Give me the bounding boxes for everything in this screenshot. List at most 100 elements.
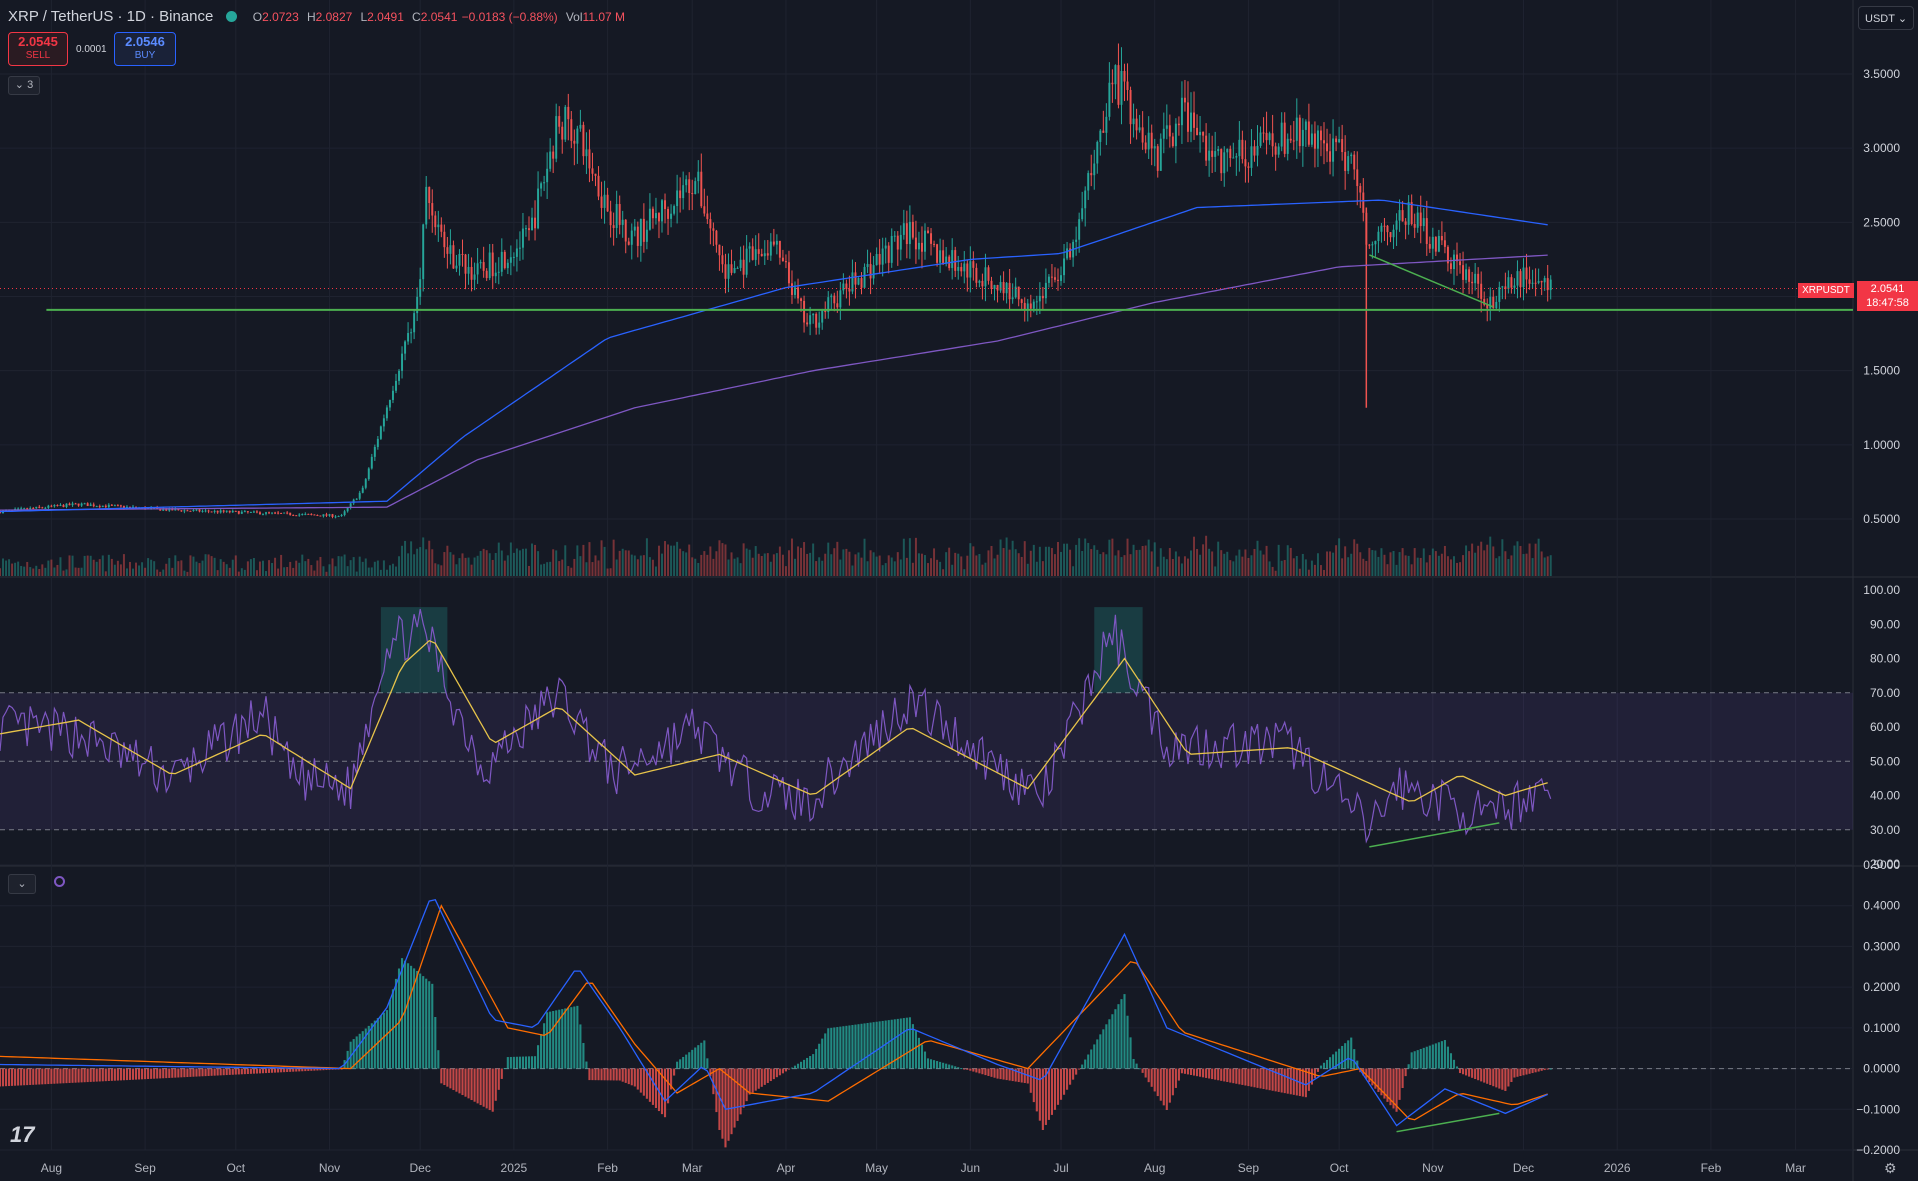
candle	[763, 253, 766, 257]
candle	[89, 504, 92, 507]
macd-histogram-bar	[17, 1068, 20, 1086]
candle	[642, 218, 645, 242]
macd-histogram-bar	[1371, 1068, 1374, 1086]
macd-histogram-bar	[446, 1068, 449, 1087]
volume-bar	[101, 555, 104, 576]
volume-bar	[174, 555, 177, 576]
candle	[1510, 277, 1513, 288]
volume-bar	[1422, 548, 1425, 576]
buy-button[interactable]: 2.0546 BUY	[114, 32, 176, 66]
volume-bar	[645, 538, 648, 576]
candle	[29, 508, 32, 510]
macd-histogram-bar	[570, 1007, 573, 1069]
macd-collapse-button[interactable]: ⌄	[8, 874, 36, 894]
macd-histogram-bar	[1474, 1068, 1477, 1080]
candle	[1392, 229, 1395, 238]
volume-bar	[243, 569, 246, 576]
candle	[277, 512, 280, 514]
volume-bar	[1075, 544, 1078, 576]
volume-bar	[479, 551, 482, 576]
volume-bar	[1374, 550, 1377, 576]
macd-histogram-bar	[1047, 1068, 1050, 1120]
candle	[1350, 154, 1353, 157]
price-axis[interactable]: 3.50003.00002.50002.00001.50001.00000.50…	[1856, 67, 1900, 1157]
volume-bar	[927, 563, 929, 576]
volume-bar	[404, 540, 407, 576]
macd-histogram-bar	[615, 1068, 618, 1081]
volume-bar	[1298, 568, 1301, 576]
price-panel[interactable]	[0, 43, 1853, 576]
candle	[1338, 139, 1341, 143]
macd-histogram-bar	[1347, 1040, 1350, 1069]
macd-histogram-bar	[1295, 1068, 1298, 1096]
candle	[1217, 149, 1220, 152]
candle	[1341, 139, 1344, 153]
bar-countdown: 18:47:58	[1866, 297, 1909, 309]
rsi-panel[interactable]	[0, 607, 1853, 848]
time-axis[interactable]: Aug Sep Oct Nov Dec 2025 Feb Mar Apr May Jun Jul Aug…	[41, 1161, 1806, 1175]
volume-bar	[978, 553, 981, 576]
volume-bar	[1053, 554, 1056, 576]
macd-panel[interactable]	[0, 899, 1853, 1148]
sell-button[interactable]: 2.0545 SELL	[8, 32, 68, 66]
rsi-tick-label: 20.00	[1870, 857, 1900, 871]
gear-icon[interactable]: ⚙	[1884, 1160, 1897, 1176]
ma-slow-line	[0, 254, 1548, 511]
candle	[1280, 122, 1283, 147]
volume-bar	[1011, 540, 1014, 576]
volume-bar	[1226, 551, 1229, 576]
symbol-title[interactable]: XRP / TetherUS · 1D · Binance	[8, 8, 214, 25]
indicators-collapse-button[interactable]: ⌄ 3	[8, 76, 40, 95]
price-tick-label: 3.0000	[1863, 141, 1900, 155]
candle	[905, 223, 908, 245]
macd-histogram-bar	[4, 1068, 8, 1087]
candle	[1011, 297, 1014, 300]
candle	[449, 245, 452, 254]
volume-bar	[1271, 566, 1274, 576]
volume-bar	[431, 549, 434, 576]
candle	[648, 208, 651, 230]
macd-histogram-bar	[1205, 1068, 1208, 1078]
volume-bar	[1507, 559, 1510, 576]
macd-histogram-bar	[549, 1011, 552, 1069]
volume-bar	[664, 541, 667, 576]
volume-bar	[189, 555, 192, 576]
volume-bar	[38, 569, 41, 576]
macd-histogram-bar	[621, 1068, 624, 1082]
macd-histogram-bar	[760, 1068, 763, 1087]
volume-bar	[1537, 538, 1540, 576]
volume-bar	[784, 566, 787, 576]
candle	[358, 492, 361, 499]
macd-histogram-bar	[1262, 1068, 1265, 1090]
macd-histogram-bar	[101, 1068, 104, 1082]
indicator-settings-icon[interactable]	[54, 876, 65, 887]
volume-bar	[546, 562, 549, 576]
volume-bar	[561, 559, 564, 576]
candle	[579, 124, 582, 129]
macd-histogram-bar	[385, 1010, 388, 1069]
macd-histogram-bar	[1477, 1068, 1480, 1081]
candle	[518, 247, 521, 249]
macd-histogram-bar	[20, 1068, 23, 1086]
candle	[902, 223, 905, 235]
macd-histogram-bar	[367, 1025, 370, 1069]
macd-histogram-bar	[110, 1068, 113, 1081]
volume-bar	[642, 555, 645, 576]
currency-select[interactable]: USDT ⌄	[1858, 6, 1914, 30]
candle	[503, 251, 506, 269]
candle	[664, 200, 667, 210]
volume-bar	[382, 560, 385, 576]
macd-histogram-bar	[781, 1068, 784, 1074]
volume-bar	[670, 545, 673, 576]
macd-histogram-bar	[518, 1056, 521, 1069]
candle	[781, 257, 784, 262]
volume-bar	[733, 558, 736, 576]
candle	[697, 171, 700, 182]
time-tick-label: Feb	[1701, 1161, 1722, 1175]
candle	[110, 504, 113, 506]
tradingview-logo[interactable]: 17	[10, 1122, 35, 1147]
candle	[262, 513, 264, 515]
volume-bar	[497, 542, 500, 576]
ma-fast-line	[0, 199, 1548, 513]
